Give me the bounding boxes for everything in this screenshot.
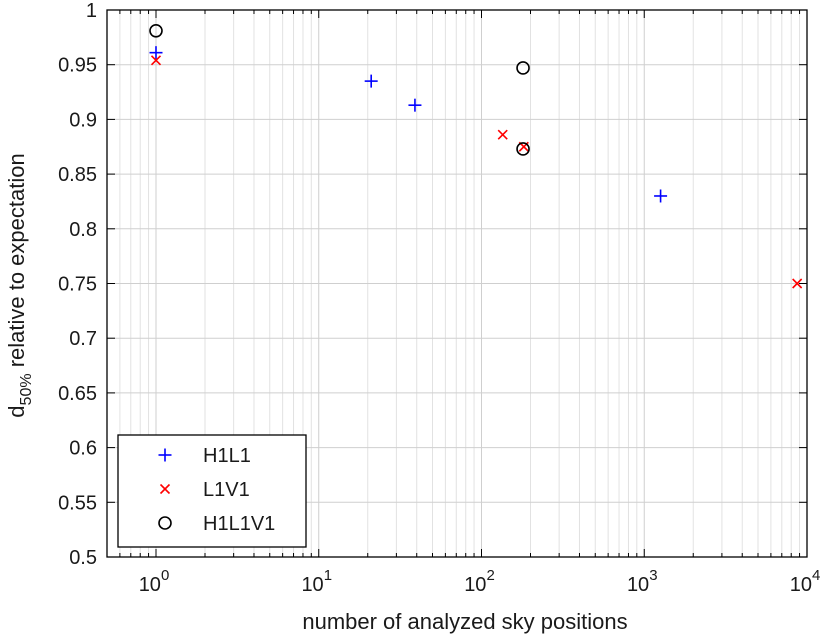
data-series <box>149 23 803 289</box>
x-tick-exponent: 4 <box>812 567 820 584</box>
x-tick-label: 103 <box>627 567 658 596</box>
data-point <box>516 61 530 75</box>
data-point <box>149 46 163 60</box>
x-marker-b <box>497 129 508 140</box>
circle-marker <box>149 23 163 38</box>
x-tick-exponent: 1 <box>324 567 332 584</box>
y-tick-label: 0.75 <box>58 274 97 296</box>
y-axis-label-subscript: 50% <box>18 373 35 405</box>
x-axis-label: number of analyzed sky positions <box>302 609 627 634</box>
x-tick-exponent: 2 <box>486 567 494 584</box>
legend-marker <box>159 483 171 495</box>
x-tick-exponent: 0 <box>161 567 169 584</box>
y-axis-label: d50% relative to expectation <box>4 153 35 417</box>
y-tick-label: 0.85 <box>58 164 97 186</box>
data-point <box>364 74 378 88</box>
x-tick-label: 102 <box>464 567 495 596</box>
x-tick-base: 10 <box>627 574 649 596</box>
legend-label: H1L1V1 <box>203 513 275 535</box>
circle-marker <box>516 142 530 156</box>
data-point <box>516 142 530 156</box>
y-axis-label-main: d <box>4 405 29 417</box>
x-tick-base: 10 <box>301 574 323 596</box>
y-tick-label: 0.8 <box>69 219 97 241</box>
legend-item-h1l1v1: H1L1V1 <box>158 513 275 535</box>
legend-label: L1V1 <box>203 479 250 501</box>
legend-item-h1l1: H1L1 <box>158 445 251 467</box>
data-point <box>408 98 422 112</box>
y-tick-label: 0.5 <box>69 547 97 569</box>
legend-marker <box>158 516 172 530</box>
data-point <box>792 278 803 289</box>
legend-item-l1v1: L1V1 <box>159 479 250 501</box>
x-tick-base: 10 <box>464 574 486 596</box>
x-tick-label: 104 <box>790 567 821 596</box>
x-tick-base: 10 <box>790 574 812 596</box>
legend-box <box>117 434 307 548</box>
y-tick-label: 0.95 <box>58 55 97 77</box>
y-tick-label: 1 <box>86 0 97 22</box>
x-marker-b <box>150 55 162 66</box>
legend-marker <box>158 448 172 462</box>
grid-lines <box>106 9 808 558</box>
circle-marker <box>516 61 530 75</box>
x-tick-label: 100 <box>139 567 170 596</box>
y-tick-label: 0.6 <box>69 438 97 460</box>
data-point <box>150 55 162 66</box>
data-point <box>654 189 668 203</box>
y-tick-label: 0.9 <box>69 109 97 131</box>
data-point <box>497 129 508 140</box>
y-tick-label: 0.7 <box>69 328 97 350</box>
series-h1l1 <box>149 46 668 203</box>
data-point <box>149 23 163 38</box>
series-h1l1v1 <box>149 23 530 156</box>
x-tick-exponent: 3 <box>649 567 657 584</box>
y-axis-label-rest: relative to expectation <box>4 153 29 373</box>
y-tick-label: 0.65 <box>58 383 97 405</box>
legend-label: H1L1 <box>203 445 251 467</box>
x-marker-b <box>159 483 171 495</box>
circle-marker <box>158 516 172 530</box>
x-tick-base: 10 <box>139 574 161 596</box>
legend: H1L1 L1V1 H1L1V1 <box>117 434 307 548</box>
x-marker-b <box>792 278 803 289</box>
y-tick-label: 0.55 <box>58 492 97 514</box>
x-tick-label: 101 <box>301 567 332 596</box>
series-l1v1 <box>150 55 803 289</box>
